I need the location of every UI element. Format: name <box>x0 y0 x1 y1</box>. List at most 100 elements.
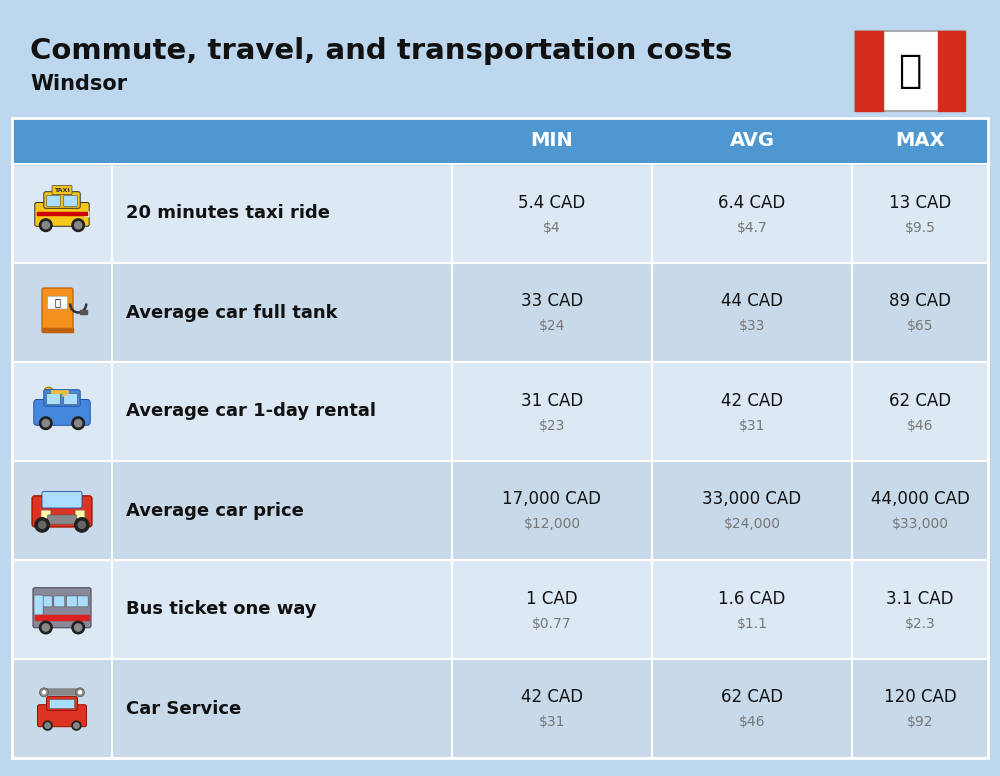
Circle shape <box>78 521 85 528</box>
Circle shape <box>72 721 81 730</box>
Text: $24,000: $24,000 <box>724 518 780 532</box>
Text: $9.5: $9.5 <box>905 220 935 234</box>
Bar <box>35 615 89 620</box>
Bar <box>852 659 988 758</box>
Text: TAXI: TAXI <box>54 188 70 192</box>
FancyBboxPatch shape <box>42 288 73 332</box>
Bar <box>12 659 112 758</box>
Text: Windsor: Windsor <box>30 74 127 94</box>
Bar <box>452 461 652 560</box>
Bar <box>652 263 852 362</box>
Bar <box>12 118 112 164</box>
Circle shape <box>40 417 52 429</box>
Text: $0.77: $0.77 <box>532 616 572 630</box>
Bar <box>652 118 852 164</box>
FancyBboxPatch shape <box>35 203 89 227</box>
Bar <box>112 164 452 263</box>
Bar <box>852 263 988 362</box>
Text: $12,000: $12,000 <box>523 518 581 532</box>
FancyBboxPatch shape <box>46 697 78 711</box>
Circle shape <box>72 622 84 634</box>
Text: Average car 1-day rental: Average car 1-day rental <box>126 403 376 421</box>
FancyBboxPatch shape <box>41 511 50 518</box>
FancyBboxPatch shape <box>64 196 77 206</box>
Text: $4: $4 <box>543 220 561 234</box>
Text: 62 CAD: 62 CAD <box>721 688 783 706</box>
Bar <box>112 659 452 758</box>
Bar <box>12 461 112 560</box>
Text: $1.1: $1.1 <box>736 616 768 630</box>
Circle shape <box>40 219 52 231</box>
Bar <box>452 118 652 164</box>
FancyBboxPatch shape <box>75 511 85 518</box>
FancyBboxPatch shape <box>49 699 75 708</box>
Bar <box>12 263 112 362</box>
Circle shape <box>42 222 49 229</box>
Circle shape <box>44 387 53 397</box>
FancyBboxPatch shape <box>66 596 77 607</box>
Bar <box>112 461 452 560</box>
FancyBboxPatch shape <box>41 596 52 607</box>
Bar <box>938 31 965 111</box>
Bar <box>12 362 112 461</box>
Circle shape <box>42 690 46 695</box>
Bar <box>852 118 988 164</box>
Bar <box>112 118 452 164</box>
Text: 20 minutes taxi ride: 20 minutes taxi ride <box>126 205 330 223</box>
Text: Car Service: Car Service <box>126 699 241 718</box>
FancyBboxPatch shape <box>42 491 82 508</box>
Bar <box>452 560 652 659</box>
Text: $46: $46 <box>907 418 933 432</box>
Bar <box>852 164 988 263</box>
FancyBboxPatch shape <box>44 192 80 208</box>
Circle shape <box>40 622 52 634</box>
Bar <box>452 362 652 461</box>
Text: 62 CAD: 62 CAD <box>889 392 951 410</box>
Circle shape <box>72 219 84 231</box>
FancyBboxPatch shape <box>47 393 60 404</box>
Circle shape <box>42 624 49 631</box>
Text: 89 CAD: 89 CAD <box>889 293 951 310</box>
Text: 31 CAD: 31 CAD <box>521 392 583 410</box>
Circle shape <box>39 521 46 528</box>
FancyBboxPatch shape <box>34 400 90 425</box>
Text: 🍁: 🍁 <box>898 52 922 90</box>
Bar <box>852 560 988 659</box>
Circle shape <box>75 420 82 427</box>
Text: $24: $24 <box>539 320 565 334</box>
Bar <box>12 164 112 263</box>
Text: 13 CAD: 13 CAD <box>889 193 951 212</box>
Bar <box>652 362 852 461</box>
Circle shape <box>75 624 82 631</box>
Text: 44,000 CAD: 44,000 CAD <box>871 490 969 508</box>
Text: 6.4 CAD: 6.4 CAD <box>718 193 786 212</box>
Circle shape <box>75 518 89 532</box>
Text: 42 CAD: 42 CAD <box>721 392 783 410</box>
Text: MAX: MAX <box>895 131 945 151</box>
FancyBboxPatch shape <box>48 515 76 524</box>
Text: $92: $92 <box>907 715 933 729</box>
Text: $31: $31 <box>539 715 565 729</box>
Text: 3.1 CAD: 3.1 CAD <box>886 590 954 608</box>
Text: 33,000 CAD: 33,000 CAD <box>702 490 802 508</box>
FancyBboxPatch shape <box>44 390 80 407</box>
Bar <box>12 560 112 659</box>
Text: Commute, travel, and transportation costs: Commute, travel, and transportation cost… <box>30 37 732 65</box>
FancyBboxPatch shape <box>54 596 65 607</box>
Bar <box>855 31 883 111</box>
Text: 1.6 CAD: 1.6 CAD <box>718 590 786 608</box>
Bar <box>652 659 852 758</box>
Text: $2.3: $2.3 <box>905 616 935 630</box>
Text: $65: $65 <box>907 320 933 334</box>
Circle shape <box>42 420 49 427</box>
Bar <box>42 327 73 332</box>
Circle shape <box>45 723 50 729</box>
Text: AVG: AVG <box>730 131 774 151</box>
Text: $33: $33 <box>739 320 765 334</box>
Bar <box>652 461 852 560</box>
Text: Average car full tank: Average car full tank <box>126 303 338 321</box>
Circle shape <box>74 723 79 729</box>
Text: 44 CAD: 44 CAD <box>721 293 783 310</box>
Circle shape <box>78 690 82 695</box>
Bar <box>80 310 87 314</box>
